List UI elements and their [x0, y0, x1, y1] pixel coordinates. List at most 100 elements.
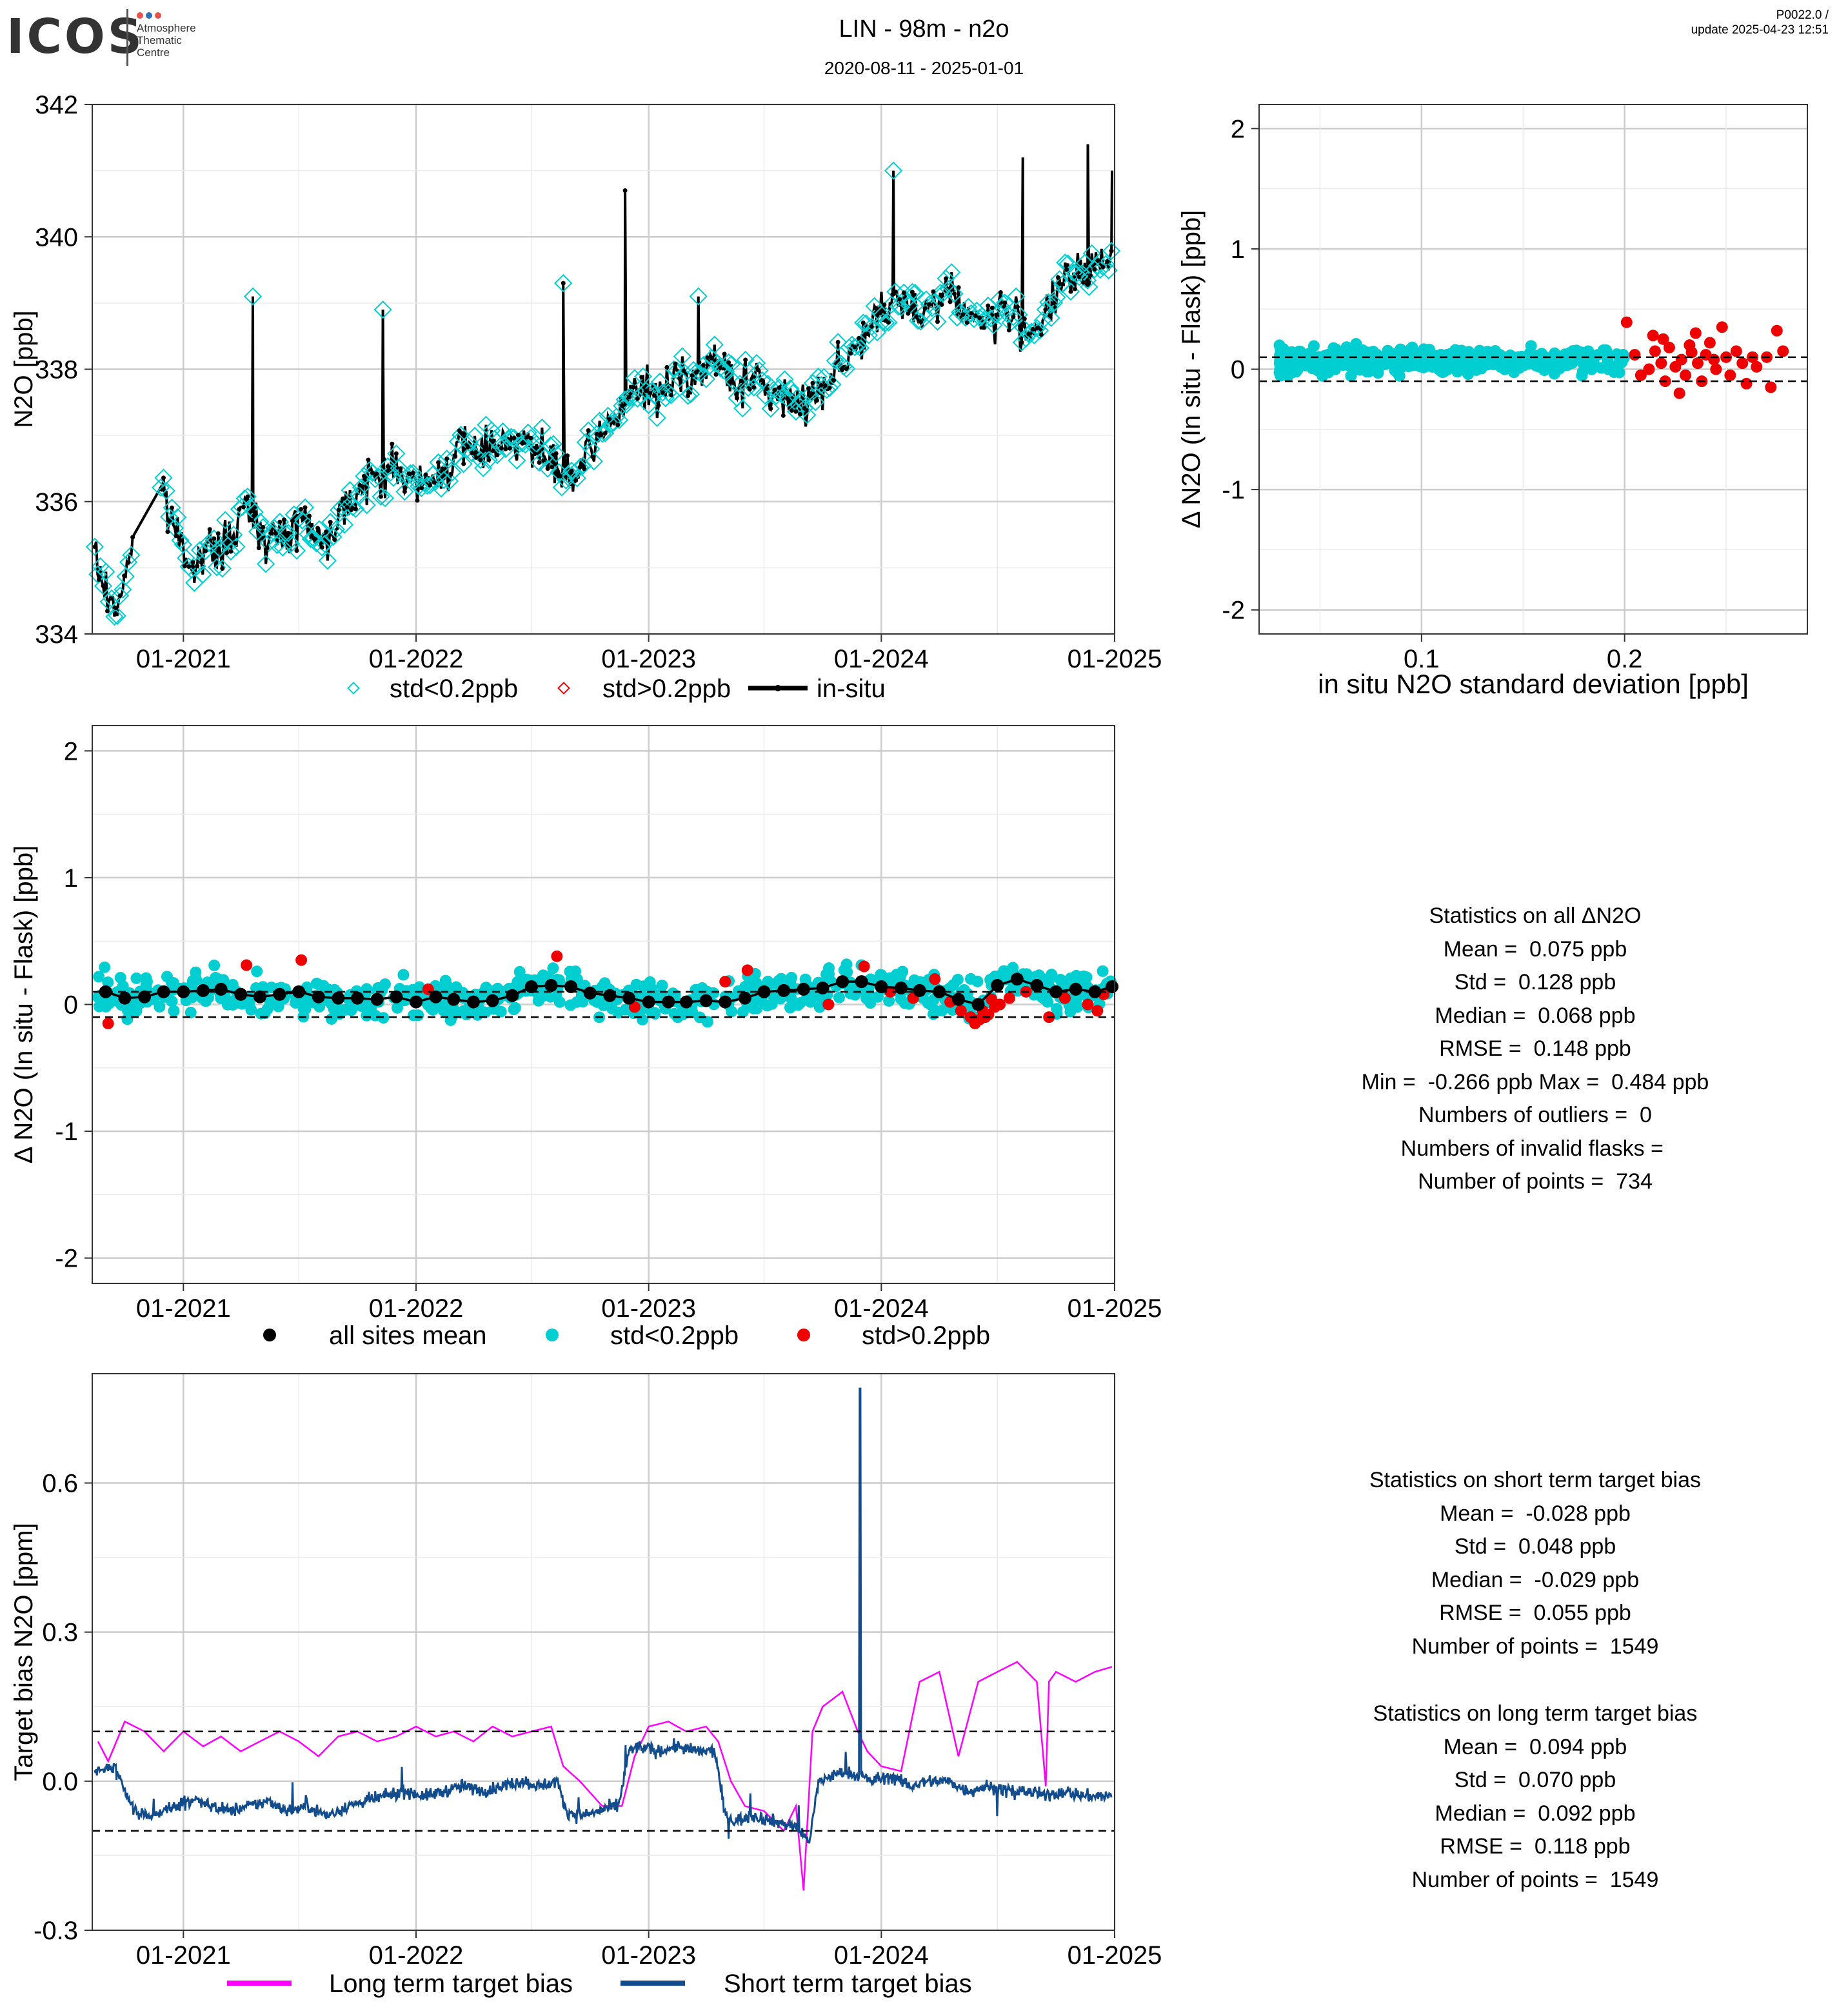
scatter-point	[1704, 337, 1716, 349]
insitu-dot	[931, 289, 936, 294]
insitu-dot	[877, 311, 882, 316]
page-title: LIN - 98m - n2o	[839, 15, 1009, 43]
diamond-point	[1025, 326, 1044, 344]
insitu-dot	[470, 451, 475, 456]
insitu-dot	[228, 549, 233, 554]
scatter-point	[1288, 350, 1300, 362]
delta-border	[92, 725, 1115, 1284]
delta-point	[251, 965, 263, 978]
diamond-point	[343, 498, 363, 517]
delta-point	[637, 980, 650, 993]
delta-point	[99, 961, 111, 973]
insitu-dot	[203, 548, 208, 553]
diamond-point	[373, 300, 392, 319]
insitu-dot	[852, 344, 857, 350]
diamond-point	[601, 415, 621, 433]
insitu-dot	[802, 406, 807, 411]
insitu-dot	[643, 388, 648, 393]
stats-line: Median = 0.092 ppb	[1435, 1801, 1636, 1826]
insitu-dot	[109, 596, 114, 601]
scatter-point	[1393, 368, 1405, 381]
insitu-dot	[328, 520, 333, 525]
stats-line: Number of points = 1549	[1411, 1867, 1659, 1892]
delta-point	[339, 1004, 352, 1016]
scatter-point	[1751, 361, 1763, 373]
delta-mean-point	[214, 982, 228, 996]
insitu-dot	[964, 320, 969, 325]
diamond-point	[437, 450, 456, 468]
insitu-dot	[735, 395, 740, 400]
insitu-dot	[393, 451, 399, 456]
diamond-point	[906, 284, 924, 302]
logo-subtitle: Atmosphere Thematic Centre	[137, 22, 196, 59]
diamond-point	[747, 353, 766, 373]
insitu-dot	[611, 420, 616, 425]
insitu-dot	[797, 411, 802, 417]
stats-line: RMSE = 0.118 ppb	[1440, 1834, 1631, 1859]
diamond-point	[207, 558, 226, 577]
diamond-point	[1039, 293, 1058, 311]
scatter-point	[1540, 361, 1553, 373]
insitu-dot	[232, 540, 237, 546]
diamond-point	[544, 435, 562, 453]
diamond-point	[811, 376, 831, 395]
delta-point	[929, 973, 941, 985]
diamond-point	[942, 263, 961, 282]
scatter-point	[1410, 359, 1422, 371]
target-xtick-label: 01-2021	[136, 1941, 231, 1970]
timeseries-ytick-label: 336	[35, 488, 78, 517]
insitu-dot	[385, 464, 390, 469]
diamond-point	[873, 313, 892, 331]
insitu-dot	[986, 303, 991, 308]
delta-mean-point	[738, 991, 751, 1005]
insitu-dot	[344, 505, 350, 510]
diamond-point	[739, 379, 758, 397]
insitu-dot	[700, 362, 706, 368]
delta-mean-point	[603, 989, 617, 1002]
legend-std-high-label: std>0.2ppb	[862, 1321, 990, 1350]
delta-point	[701, 1016, 713, 1028]
scatter-point	[1716, 321, 1728, 333]
timeseries-border	[92, 104, 1115, 635]
insitu-dot	[249, 517, 254, 522]
diamond-point	[273, 538, 292, 557]
insitu-dot	[165, 529, 170, 535]
insitu-dot	[690, 373, 695, 378]
diamond-point	[454, 455, 473, 473]
scatter-point	[1316, 362, 1328, 375]
insitu-dot	[520, 440, 525, 446]
insitu-dot	[686, 393, 691, 399]
diamond-point	[404, 464, 422, 482]
diamond-point	[154, 468, 173, 488]
insitu-dot	[840, 368, 845, 373]
diamond-point	[1058, 254, 1077, 273]
delta-point	[924, 998, 937, 1011]
insitu-dot	[398, 466, 403, 471]
diamond-point	[168, 508, 187, 527]
diamond-point	[541, 436, 560, 455]
delta-point	[457, 1005, 470, 1017]
delta-point	[833, 991, 845, 1004]
diamond-point	[1082, 244, 1101, 263]
scatter-point	[1576, 370, 1588, 382]
insitu-dot	[294, 548, 299, 553]
insitu-dot	[524, 435, 530, 440]
logo-dot	[137, 12, 143, 19]
insitu-dot	[507, 446, 512, 451]
insitu-dot	[639, 375, 644, 380]
delta-point	[184, 1006, 197, 1018]
scatter-point	[1663, 341, 1675, 353]
insitu-dot	[114, 605, 119, 610]
insitu-dot	[170, 505, 175, 510]
scatter-point	[1680, 369, 1692, 381]
insitu-dot	[873, 306, 879, 311]
delta-mean-point	[1106, 980, 1119, 993]
insitu-dot	[178, 538, 183, 543]
insitu-dot	[860, 321, 866, 326]
scatter-point	[1629, 349, 1641, 361]
insitu-dot	[432, 480, 437, 485]
delta-point	[168, 1005, 180, 1017]
insitu-dot	[1105, 259, 1110, 264]
insitu-dot	[366, 457, 371, 462]
insitu-dot	[599, 433, 604, 438]
